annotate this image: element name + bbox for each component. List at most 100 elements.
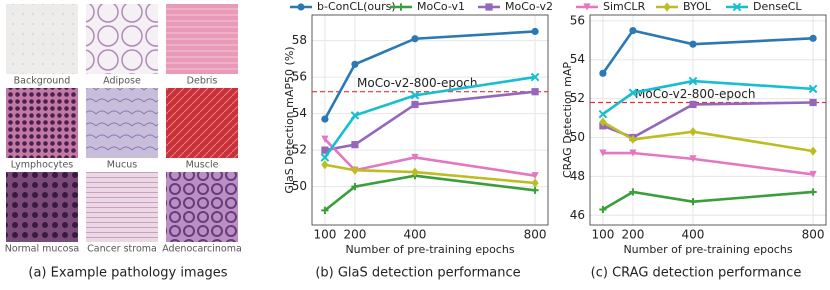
point	[411, 35, 419, 43]
point	[599, 69, 607, 77]
point	[410, 91, 420, 100]
series-line	[602, 151, 814, 176]
image-label: Normal mucosa	[5, 244, 79, 255]
point	[351, 165, 359, 175]
point	[531, 27, 539, 36]
point	[350, 111, 360, 120]
point	[809, 34, 817, 42]
point	[689, 40, 697, 48]
legend-label: DenseCL	[753, 0, 802, 13]
point	[321, 146, 329, 154]
x-axis-label: Number of pre-training epochs	[345, 243, 514, 256]
y-tick-label: 50	[292, 179, 307, 193]
caption: (c) CRAG detection performance	[591, 266, 802, 281]
point	[688, 76, 698, 86]
reference-label: MoCo-v2-800-epoch	[357, 76, 478, 90]
y-axis-label: CRAG Detection mAP	[561, 62, 574, 178]
tissue-image	[86, 172, 158, 242]
image-label: Muscle	[186, 160, 219, 171]
series-line	[323, 30, 536, 120]
image-label: Lymphocytes	[11, 160, 74, 171]
x-tick-label: 800	[524, 228, 547, 242]
x-tick-label: 200	[343, 228, 366, 242]
point	[689, 127, 697, 137]
point	[599, 117, 607, 127]
point	[628, 88, 638, 98]
series-line	[324, 174, 536, 212]
point	[809, 146, 817, 156]
tissue-image	[166, 172, 238, 242]
point	[689, 155, 697, 163]
x-tick-label: 200	[621, 228, 644, 242]
point	[351, 60, 359, 68]
y-tick-label: 58	[292, 33, 307, 47]
y-tick-label: 50	[570, 130, 585, 144]
legend-marker	[663, 2, 671, 12]
tissue-image	[166, 88, 238, 158]
plot-frame	[311, 14, 549, 226]
tissue-image	[166, 4, 238, 74]
image-grid: Background Adipose Debris Lymphocytes Mucus M…	[5, 4, 242, 255]
caption: (a) Example pathology images	[28, 266, 227, 281]
x-tick-label: 800	[802, 228, 825, 242]
image-label: Adenocarcinoma	[162, 244, 242, 255]
series-line	[324, 163, 536, 185]
y-tick-label: 46	[570, 208, 585, 222]
series-line	[602, 190, 814, 211]
y-tick-label: 54	[292, 106, 307, 120]
legend: b-ConCL(ours) MoCo-v1 MoCo-v2 SimCLR BYOL Den…	[290, 0, 802, 13]
x-tick-label: 100	[591, 228, 614, 242]
caption: (b) GlaS detection performance	[315, 266, 520, 281]
legend-label: BYOL	[683, 0, 712, 13]
series-line	[601, 29, 814, 75]
tissue-image	[86, 4, 158, 74]
y-tick-label: 56	[570, 13, 585, 27]
x-axis-label: Number of pre-training epochs	[623, 243, 792, 256]
point	[809, 98, 817, 107]
point	[629, 149, 637, 157]
point	[689, 100, 697, 109]
point	[629, 26, 637, 35]
y-tick-label: 56	[292, 70, 307, 84]
point	[599, 205, 607, 214]
point	[809, 170, 817, 179]
y-tick-label: 52	[570, 91, 585, 105]
point	[598, 109, 608, 119]
image-label: Adipose	[103, 76, 141, 87]
point	[629, 134, 637, 145]
image-label: Mucus	[107, 160, 137, 171]
tissue-image	[86, 88, 158, 158]
legend-label: b-ConCL(ours)	[317, 0, 396, 13]
tissue-image	[6, 172, 78, 242]
plot-frame	[589, 14, 827, 226]
point	[321, 135, 329, 143]
image-label: Background	[14, 76, 71, 87]
legend-marker	[297, 3, 305, 11]
series-line	[323, 138, 536, 177]
legend-label: MoCo-v2	[505, 0, 553, 13]
point	[531, 172, 539, 180]
series-line	[324, 90, 536, 152]
point	[531, 178, 539, 188]
legend-marker	[732, 2, 742, 12]
series-line	[602, 101, 814, 139]
point	[321, 206, 329, 214]
point	[689, 198, 697, 206]
x-tick-label: 100	[313, 228, 336, 242]
image-label: Cancer stroma	[87, 244, 157, 255]
x-tick-label: 400	[404, 228, 427, 242]
reference-label: MoCo-v2-800-epoch	[635, 87, 756, 101]
point	[351, 183, 359, 191]
point	[411, 167, 419, 177]
legend-marker	[583, 3, 591, 11]
point	[629, 188, 637, 196]
point	[808, 84, 818, 94]
point	[321, 160, 329, 170]
series-line	[602, 79, 814, 116]
series-line	[323, 75, 536, 159]
image-label: Debris	[187, 76, 218, 87]
legend-marker	[485, 3, 493, 11]
tissue-image	[6, 88, 78, 158]
point	[351, 141, 359, 149]
